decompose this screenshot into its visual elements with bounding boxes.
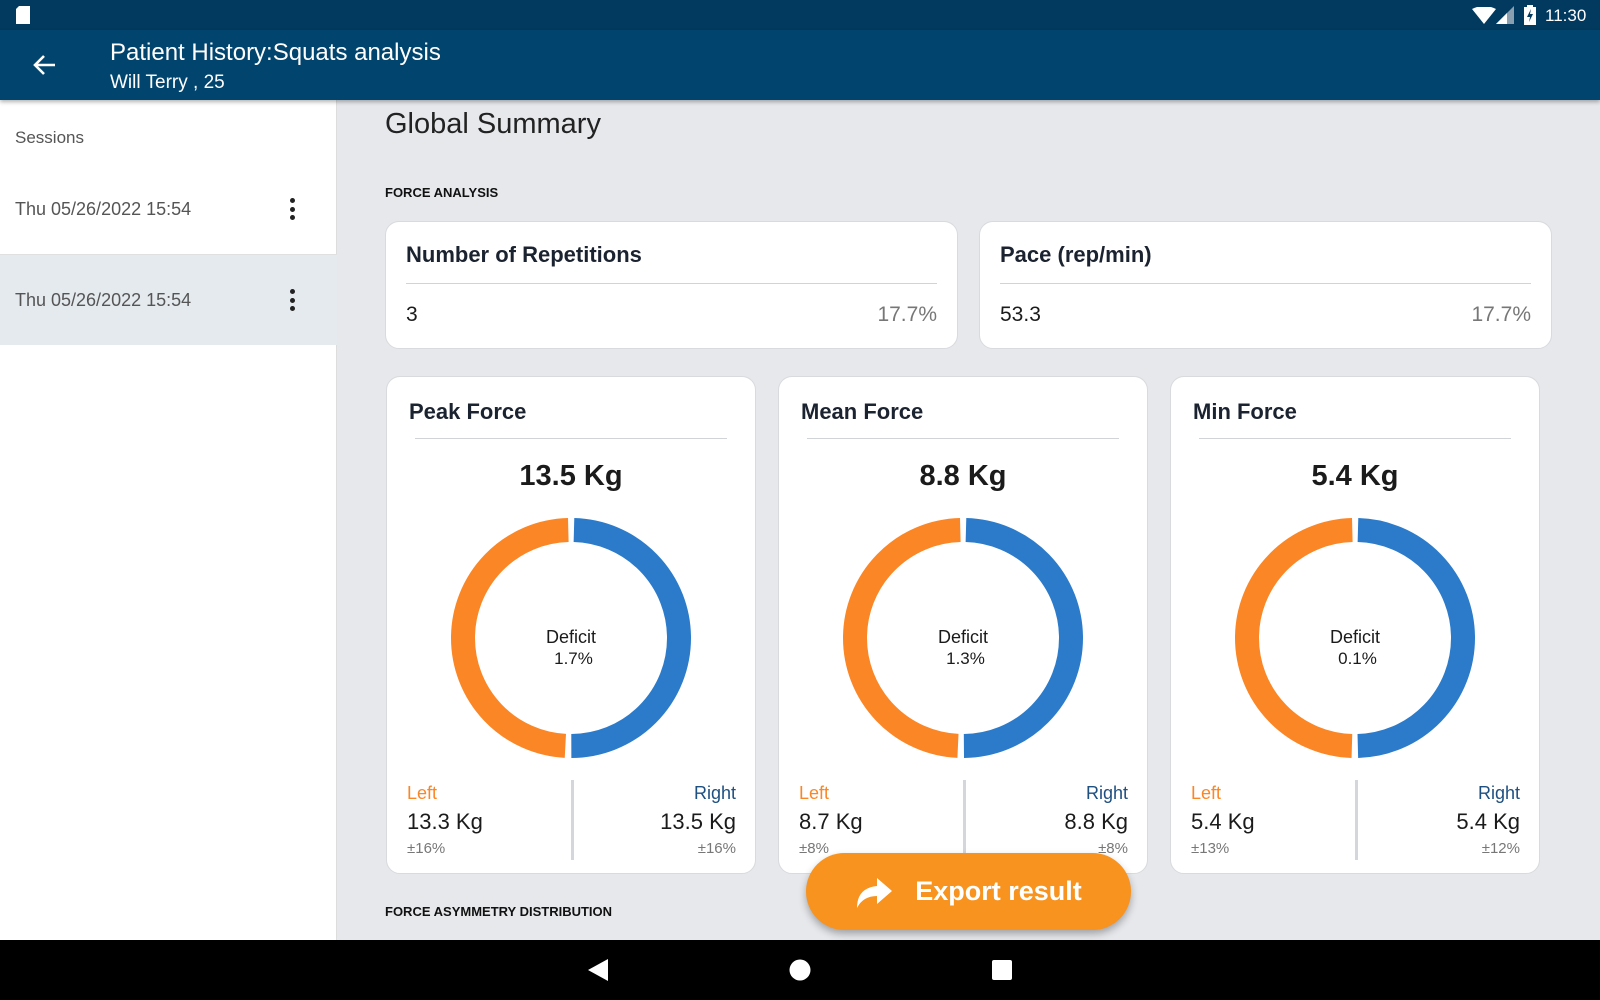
clock: 11:30 — [1545, 6, 1587, 25]
card-title: Mean Force — [801, 399, 924, 424]
card-title: Pace (rep/min) — [1000, 242, 1152, 267]
right-label: Right — [1085, 783, 1128, 803]
force-donut — [843, 518, 1083, 758]
more-vert-icon[interactable] — [280, 285, 304, 315]
total-force: 13.5 Kg — [519, 460, 623, 492]
card-title: Number of Repetitions — [406, 242, 642, 267]
right-value: 5.4 Kg — [1456, 809, 1520, 834]
sessions-sidebar: Sessions Thu 05/26/2022 15:54 Thu 05/26/… — [0, 100, 337, 940]
force-donut — [451, 518, 691, 758]
right-segment — [1235, 518, 1475, 758]
left-segment — [1235, 518, 1475, 758]
force-donut — [1235, 518, 1475, 758]
recents-square-icon[interactable] — [992, 960, 1012, 980]
deficit-label: Deficit — [937, 627, 988, 647]
sd-card-icon — [16, 6, 30, 24]
status-bar: 11:30 — [0, 0, 1600, 30]
pace-card: Pace (rep/min) 53.3 17.7% — [979, 221, 1552, 349]
right-value: 13.5 Kg — [660, 809, 736, 834]
wifi-icon — [1472, 7, 1496, 24]
deficit-value: 0.1% — [1338, 649, 1377, 668]
session-item-selected[interactable]: Thu 05/26/2022 15:54 — [0, 255, 337, 345]
patient-subtitle: Will Terry , 25 — [110, 72, 225, 93]
share-arrow-icon — [857, 877, 893, 908]
battery-charging-icon — [1524, 5, 1536, 25]
card-title: Peak Force — [409, 399, 527, 424]
left-label: Left — [1191, 783, 1222, 803]
app-bar: Patient History:Squats analysis Will Ter… — [0, 30, 1600, 100]
session-label: Thu 05/26/2022 15:54 — [15, 289, 192, 310]
force-analysis-label: FORCE ANALYSIS — [385, 185, 499, 200]
total-force: 8.8 Kg — [919, 460, 1007, 492]
export-result-button[interactable]: Export result — [806, 853, 1131, 930]
navigation-bar — [0, 940, 1600, 1000]
force-card: Peak Force 13.5 Kg Deficit 1.7% Left 13.… — [386, 376, 756, 874]
signal-icon — [1496, 6, 1514, 24]
deficit-value: 1.3% — [946, 649, 985, 668]
card-percent: 17.7% — [1471, 303, 1531, 326]
session-item[interactable]: Thu 05/26/2022 15:54 — [0, 164, 337, 254]
arrow-left-icon[interactable] — [33, 54, 57, 76]
left-variance: ±13% — [1191, 840, 1230, 857]
right-variance: ±12% — [1481, 840, 1520, 857]
page-title: Patient History:Squats analysis — [110, 39, 441, 66]
left-variance: ±16% — [407, 840, 446, 857]
sessions-header: Sessions — [15, 128, 84, 147]
card-value: 53.3 — [1000, 303, 1041, 326]
card-title: Min Force — [1193, 399, 1297, 424]
repetitions-card: Number of Repetitions 3 17.7% — [385, 221, 958, 349]
right-segment — [451, 518, 691, 758]
left-label: Left — [407, 783, 438, 803]
more-vert-icon[interactable] — [280, 194, 304, 224]
deficit-label: Deficit — [545, 627, 596, 647]
force-card: Min Force 5.4 Kg Deficit 0.1% Left 5.4 K… — [1170, 376, 1540, 874]
right-value: 8.8 Kg — [1064, 809, 1128, 834]
left-value: 8.7 Kg — [799, 809, 863, 834]
card-percent: 17.7% — [877, 303, 937, 326]
left-segment — [451, 518, 691, 758]
left-segment — [843, 518, 1083, 758]
force-card: Mean Force 8.8 Kg Deficit 1.3% Left 8.7 … — [778, 376, 1148, 874]
right-segment — [843, 518, 1083, 758]
right-label: Right — [1477, 783, 1520, 803]
total-force: 5.4 Kg — [1311, 460, 1399, 492]
right-label: Right — [693, 783, 736, 803]
deficit-value: 1.7% — [554, 649, 593, 668]
home-circle-icon[interactable] — [789, 959, 811, 981]
left-variance: ±8% — [799, 840, 829, 857]
section-title: Global Summary — [385, 108, 601, 140]
deficit-label: Deficit — [1329, 627, 1380, 647]
session-label: Thu 05/26/2022 15:54 — [15, 198, 192, 219]
right-variance: ±8% — [1098, 840, 1128, 857]
back-triangle-icon[interactable] — [588, 959, 608, 981]
card-value: 3 — [406, 303, 418, 326]
left-value: 5.4 Kg — [1191, 809, 1255, 834]
asymmetry-label: FORCE ASYMMETRY DISTRIBUTION — [385, 904, 613, 919]
left-value: 13.3 Kg — [407, 809, 483, 834]
left-label: Left — [799, 783, 830, 803]
export-label: Export result — [915, 876, 1082, 906]
right-variance: ±16% — [697, 840, 736, 857]
